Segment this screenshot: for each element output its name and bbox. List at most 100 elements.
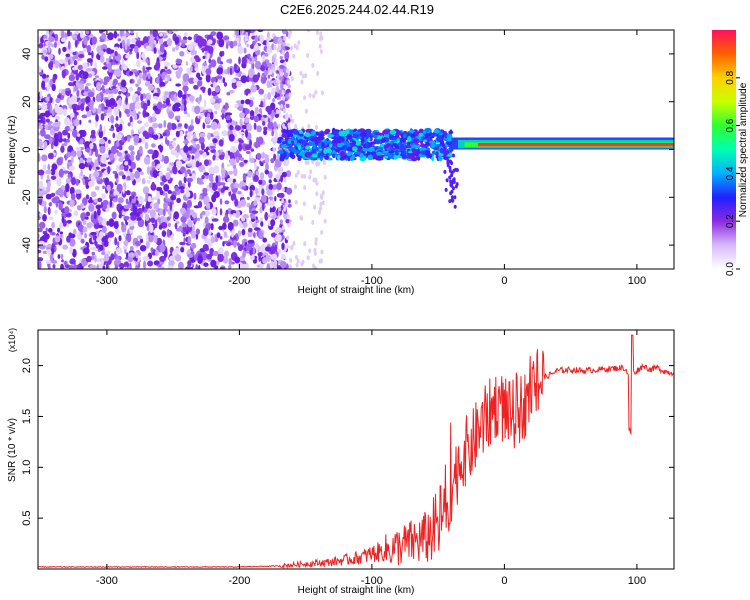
spectrogram-noise-cell [144,141,149,150]
spectrogram-noise-cell [49,105,53,114]
spectrogram-noise-cell [114,173,119,179]
spectrogram-noise-cell [283,61,287,67]
spectrogram-noise-cell [53,121,60,128]
spectrogram-noise-cell [187,163,192,167]
spectrogram-noise-cell [109,190,113,195]
spectrogram-noise-cell [166,228,171,238]
spectrogram-noise-cell [256,152,262,161]
spectrogram-noise-cell [163,249,168,258]
spectrogram-noise-cell [148,175,153,180]
spectrogram-noise-cell [175,45,179,51]
spectrogram-noise-cell [282,95,286,101]
spectrogram-noise-cell [118,91,122,95]
spectrogram-noise-cell [279,219,283,225]
spectrogram-noise-cell [106,250,111,256]
spectrogram-band-cell [338,131,346,137]
spectrogram-noise-cell [306,53,310,58]
spectrogram-noise-cell [267,108,272,115]
spectrogram-noise-cell [166,167,170,172]
spectrogram-band-cell [448,130,454,135]
spectrogram-noise-cell [214,110,218,115]
spectrogram-band-cell [399,137,407,143]
spectrogram-noise-cell [108,139,111,144]
spectrogram-noise-cell [319,49,323,55]
spectrogram-noise-cell [180,39,188,44]
spectrogram-noise-cell [138,111,141,115]
spectrogram-noise-cell [227,221,234,231]
spectrogram-noise-cell [152,169,158,178]
spectrogram-noise-cell [220,167,226,176]
spectrogram-noise-cell [252,246,256,255]
spectrogram-noise-cell [221,50,225,57]
spectrogram-band-cell [450,195,454,200]
spectrogram-noise-cell [46,30,49,37]
spectrogram-noise-cell [272,98,275,103]
spectrogram-noise-cell [291,118,295,124]
spectrogram-noise-cell [118,156,124,163]
y-tick-label: -40 [21,237,33,253]
spectrogram-noise-cell [269,246,276,256]
spectrogram-noise-cell [264,53,269,57]
spectrogram-noise-cell [42,49,48,55]
spectrogram-noise-cell [280,166,284,172]
spectrogram-noise-cell [148,234,154,243]
spectrogram-noise-cell [52,264,56,269]
spectrogram-noise-cell [203,262,209,267]
spectrogram-noise-cell [184,87,187,96]
spectrogram-noise-cell [261,152,265,158]
spectrogram-noise-cell [55,115,61,121]
spectrogram-noise-cell [165,97,170,106]
spectrogram-band-cell [304,132,311,138]
spectrogram-noise-cell [309,169,313,175]
spectrogram-noise-cell [263,93,268,101]
spectrogram-noise-cell [285,219,290,224]
spectrogram-noise-cell [260,116,265,122]
spectrogram-noise-cell [160,142,164,146]
spectrogram-noise-cell [231,229,234,238]
spectrogram-noise-cell [207,39,213,45]
spectrogram-noise-cell [139,238,144,244]
spectrogram-noise-cell [208,173,214,182]
spectrogram-noise-cell [244,144,252,151]
spectrogram-noise-cell [248,227,253,233]
spectrogram-noise-cell [123,136,129,141]
spectrogram-band-cell [374,132,382,136]
spectrogram-noise-cell [233,183,241,188]
spectrogram-noise-cell [285,103,290,109]
spectrogram-band-cell [431,156,435,162]
spectrogram-band-cell [452,153,455,158]
spectrogram-noise-cell [283,206,287,212]
spectrogram-noise-cell [257,136,264,145]
spectrogram-noise-cell [39,180,44,190]
spectrogram-noise-cell [250,255,255,261]
spectrogram-noise-cell [136,51,140,60]
chart-title: C2E6.2025.244.02.44.R19 [280,2,434,17]
spectrogram-noise-cell [237,230,242,237]
spectrogram-noise-cell [288,264,292,269]
spectrogram-band-cell [430,143,436,148]
spectrogram-noise-cell [172,47,176,52]
spectrogram-noise-cell [194,105,201,115]
spectrogram-noise-cell [68,165,75,171]
spectrogram-noise-cell [174,222,178,230]
spectrogram-noise-cell [216,67,223,75]
spectrogram-noise-cell [261,188,265,196]
spectrogram-noise-cell [114,50,118,57]
spectrogram-noise-cell [128,145,135,151]
spectrogram-band-cell [347,146,354,152]
spectrogram-band-cell [387,152,393,158]
spectrogram-noise-cell [127,136,131,142]
spectrogram-noise-cell [38,249,42,254]
spectrogram-noise-cell [75,178,80,186]
spectrogram-noise-cell [45,244,52,248]
spectrogram-noise-cell [264,70,269,76]
spectrogram-noise-cell [157,73,161,78]
spectrogram-noise-cell [130,161,137,170]
spectrogram-noise-cell [186,113,191,118]
spectrogram-band-cell [422,130,427,134]
spectrogram-noise-cell [122,103,126,111]
spectrogram-noise-cell [308,174,312,180]
spectrogram-noise-cell [227,163,231,167]
spectrogram-noise-cell [42,250,48,254]
spectrogram-noise-cell [93,170,100,178]
